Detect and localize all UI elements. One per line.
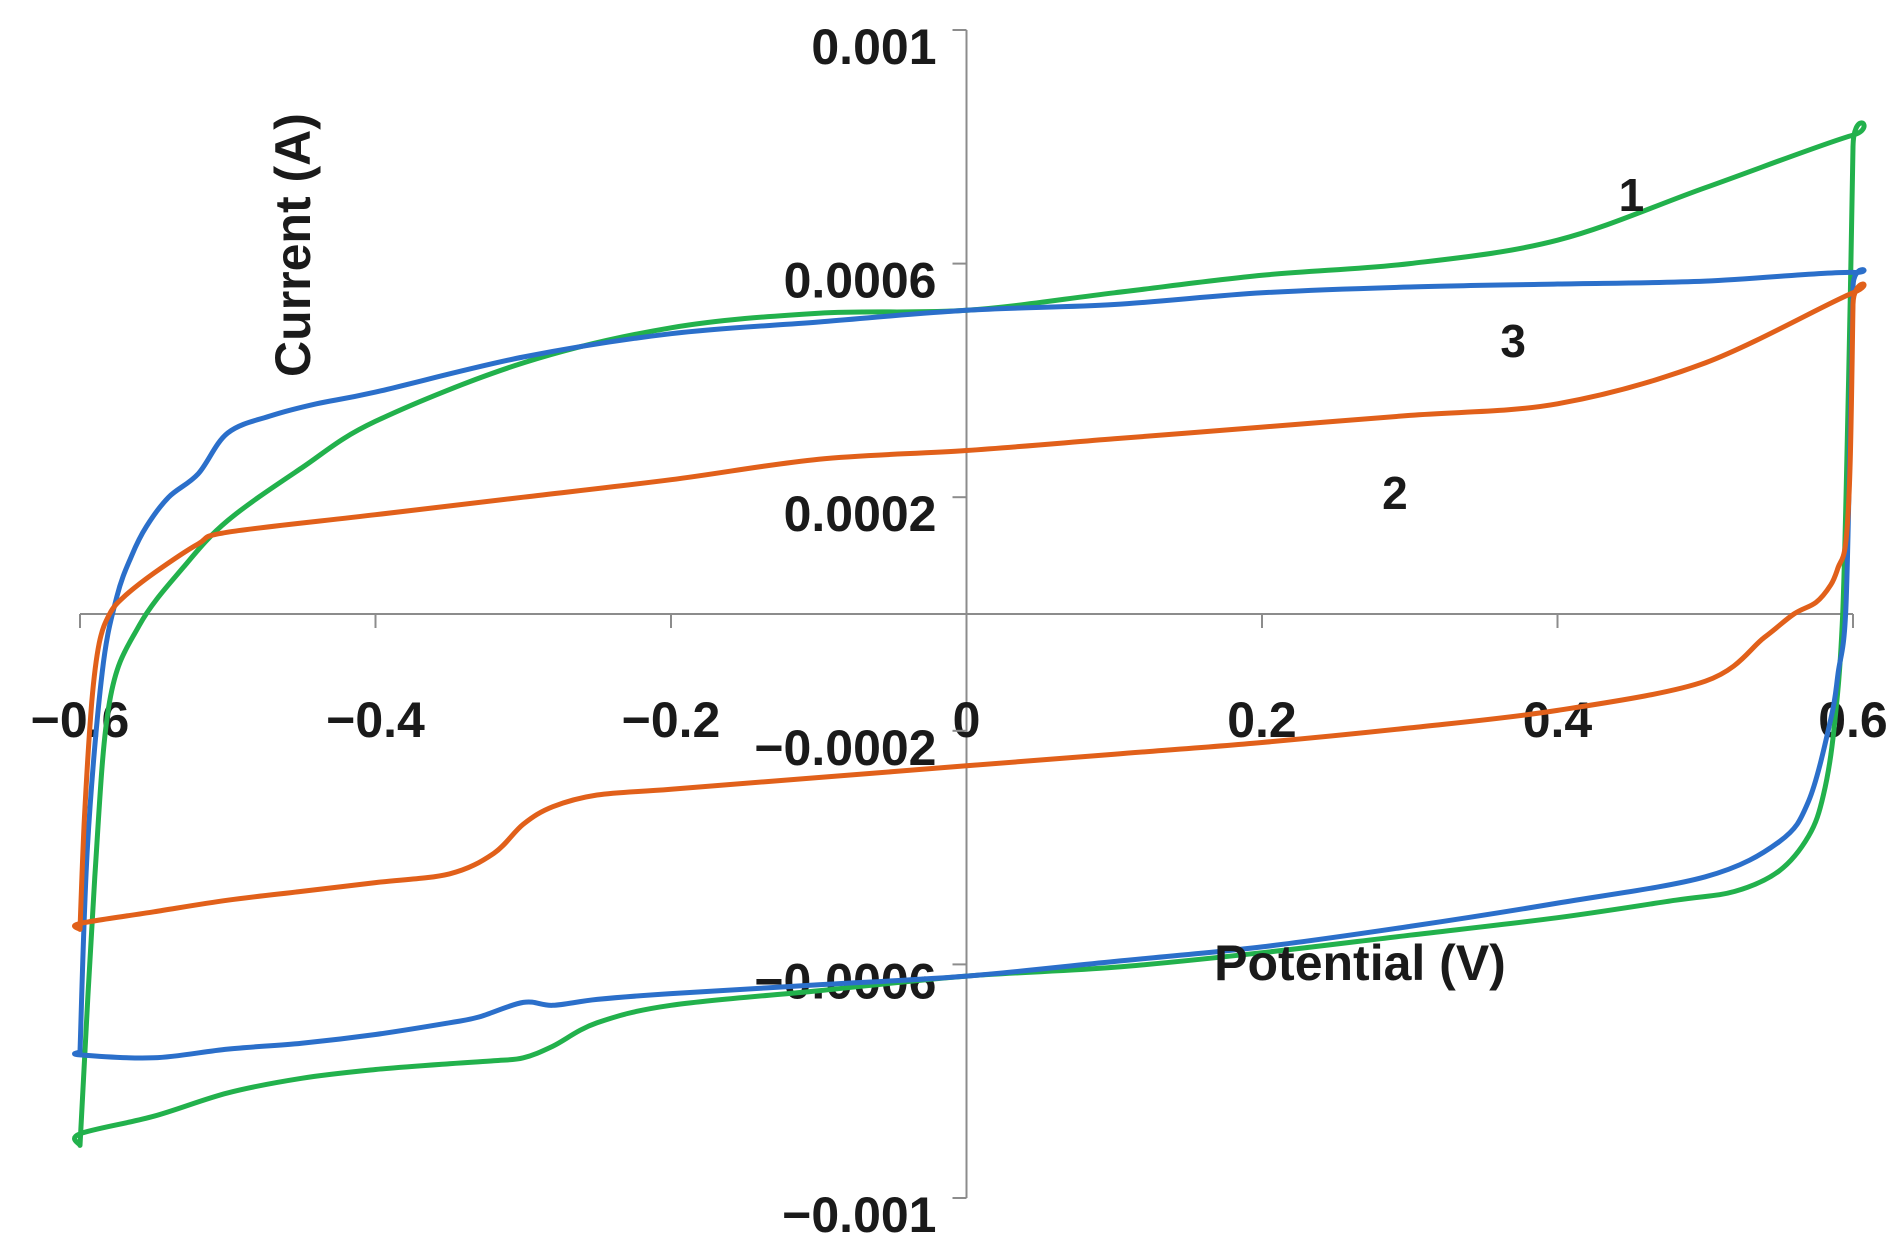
axes: −0.6 −0.4 −0.2 0 0.2 0.4 0.60.0010.00060.0002−… xyxy=(31,19,1888,1243)
y-tick-label: −0.001 xyxy=(782,1187,936,1243)
curves xyxy=(72,120,1867,1148)
x-tick-label: 0.4 xyxy=(1523,692,1593,748)
y-tick-label: 0.0002 xyxy=(784,486,937,542)
curve-label-1: 1 xyxy=(1619,169,1645,221)
x-tick-label: −0.6 xyxy=(31,692,130,748)
y-axis-title: Current (A) xyxy=(265,113,321,377)
x-tick-label: −0.4 xyxy=(326,692,425,748)
curve-label-2: 2 xyxy=(1382,467,1408,519)
series-curve-3 xyxy=(72,281,1867,932)
y-tick-label: −0.0002 xyxy=(754,720,936,776)
x-axis-title: Potential (V) xyxy=(1214,935,1506,991)
y-tick-label: 0.001 xyxy=(811,19,936,75)
labels: 1 3 2 xyxy=(1382,169,1644,519)
curve-label-3: 3 xyxy=(1500,315,1526,367)
x-tick-label: −0.2 xyxy=(622,692,721,748)
series-curve-2 xyxy=(72,267,1867,1061)
y-tick-label: 0.0006 xyxy=(784,253,937,309)
x-tick-label: 0 xyxy=(953,692,981,748)
series-curve-1 xyxy=(72,120,1867,1148)
